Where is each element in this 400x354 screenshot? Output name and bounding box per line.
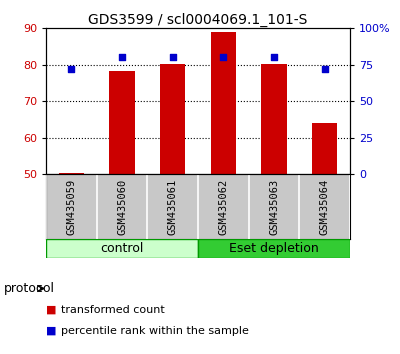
Bar bbox=[109, 71, 135, 174]
Point bbox=[170, 55, 176, 60]
Text: ■: ■ bbox=[46, 305, 56, 315]
Bar bbox=[261, 64, 287, 174]
Text: control: control bbox=[100, 242, 144, 256]
Point bbox=[322, 66, 328, 72]
Point bbox=[68, 66, 74, 72]
Text: GSM435061: GSM435061 bbox=[168, 179, 178, 235]
Text: ■: ■ bbox=[46, 326, 56, 336]
Title: GDS3599 / scl0004069.1_101-S: GDS3599 / scl0004069.1_101-S bbox=[88, 13, 308, 27]
Text: Eset depletion: Eset depletion bbox=[229, 242, 319, 256]
Text: protocol: protocol bbox=[4, 282, 55, 295]
Bar bbox=[59, 173, 84, 174]
Text: GSM435062: GSM435062 bbox=[218, 179, 228, 235]
Bar bbox=[211, 32, 236, 174]
Point bbox=[271, 55, 277, 60]
Text: GSM435059: GSM435059 bbox=[66, 179, 76, 235]
Text: GSM435060: GSM435060 bbox=[117, 179, 127, 235]
Text: GSM435064: GSM435064 bbox=[320, 179, 330, 235]
Bar bbox=[160, 64, 185, 174]
Text: GSM435063: GSM435063 bbox=[269, 179, 279, 235]
Text: percentile rank within the sample: percentile rank within the sample bbox=[61, 326, 249, 336]
Point bbox=[119, 55, 125, 60]
Bar bbox=[312, 123, 337, 174]
Point bbox=[220, 55, 226, 60]
Bar bbox=[46, 240, 198, 258]
Text: transformed count: transformed count bbox=[61, 305, 165, 315]
Bar bbox=[198, 240, 350, 258]
